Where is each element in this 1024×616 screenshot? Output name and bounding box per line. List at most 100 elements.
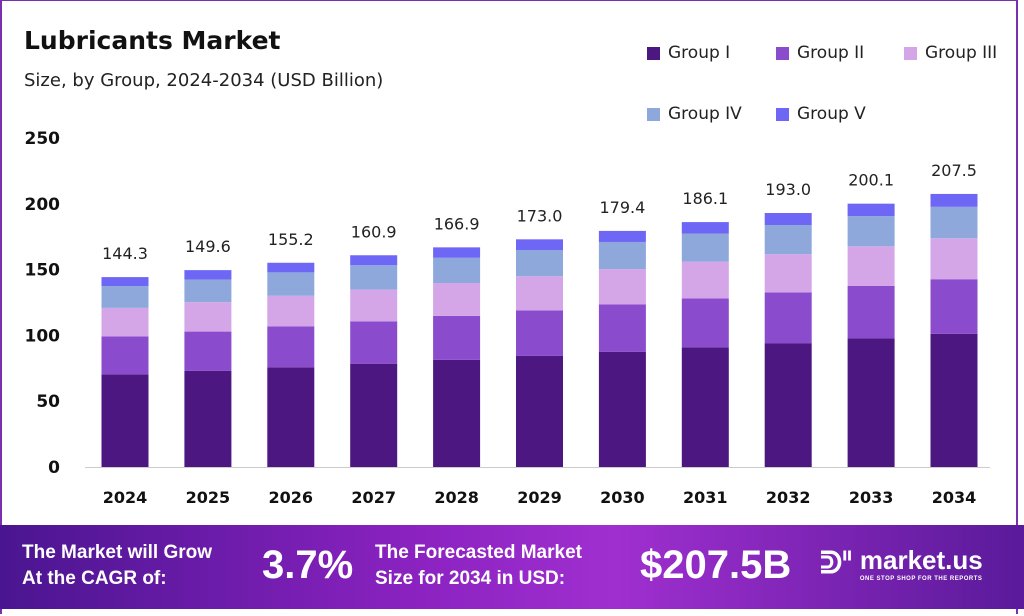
bar-segment-group-iv-2034 xyxy=(930,206,978,239)
legend-label: Group IV xyxy=(668,104,742,124)
bar-segment-group-iii-2034 xyxy=(930,238,978,280)
bar-segment-group-ii-2028 xyxy=(433,315,481,360)
bar-segment-group-i-2025 xyxy=(184,370,232,467)
cagr-value: 3.7% xyxy=(262,543,354,587)
bar-segment-group-iv-2025 xyxy=(184,279,232,303)
legend-swatch xyxy=(647,107,660,121)
bar-segment-group-iv-2033 xyxy=(847,216,895,247)
x-tick-label: 2024 xyxy=(103,488,148,507)
bar-segment-group-v-2034 xyxy=(930,193,978,207)
bar-segment-group-ii-2033 xyxy=(847,285,895,339)
legend-item-group-3: Group III xyxy=(904,43,997,63)
total-label-2031: 186.1 xyxy=(682,189,728,208)
legend-item-group-5: Group V xyxy=(776,104,866,124)
bar-segment-group-v-2028 xyxy=(433,247,481,258)
bar-segment-group-v-2031 xyxy=(681,222,729,234)
brand-name: market.us xyxy=(859,545,983,575)
forecast-label-line2: Size for 2034 in USD: xyxy=(375,568,566,589)
forecast-label: The Forecasted Market Size for 2034 in U… xyxy=(375,540,582,592)
cagr-label-line2: At the CAGR of: xyxy=(22,568,167,589)
bar-segment-group-iv-2026 xyxy=(267,272,315,296)
bar-segment-group-iv-2032 xyxy=(764,224,812,255)
forecast-label-line1: The Forecasted Market xyxy=(375,542,582,563)
bar-segment-group-i-2029 xyxy=(516,355,563,467)
bar-segment-group-i-2028 xyxy=(433,359,481,467)
bar-segment-group-ii-2024 xyxy=(101,336,149,375)
bar-segment-group-v-2032 xyxy=(764,213,812,225)
brand-mark-icon: ᕲᑊᑊ xyxy=(820,546,852,580)
legend-item-group-2: Group II xyxy=(776,43,864,63)
bar-segment-group-iii-2024 xyxy=(101,307,149,337)
legend-label: Group V xyxy=(797,104,866,124)
x-tick-label: 2028 xyxy=(434,488,479,507)
bar-segment-group-iii-2030 xyxy=(598,269,646,305)
total-label-2024: 144.3 xyxy=(102,244,148,263)
x-tick-label: 2025 xyxy=(186,488,231,507)
total-label-2030: 179.4 xyxy=(599,198,645,217)
total-label-2034: 207.5 xyxy=(931,161,977,180)
legend-swatch xyxy=(776,46,789,60)
x-tick-label: 2026 xyxy=(269,488,314,507)
bar-segment-group-iii-2027 xyxy=(350,289,398,322)
bar-segment-group-i-2031 xyxy=(681,347,729,467)
bar-segment-group-i-2032 xyxy=(764,343,812,467)
bar-segment-group-v-2030 xyxy=(598,230,646,242)
bar-segment-group-i-2024 xyxy=(101,374,149,467)
bar-segment-group-v-2025 xyxy=(184,270,232,280)
bar-segment-group-ii-2031 xyxy=(681,298,729,348)
legend-label: Group I xyxy=(668,43,731,63)
total-label-2025: 149.6 xyxy=(185,237,231,256)
y-tick-label: 0 xyxy=(48,458,60,478)
y-tick-label: 100 xyxy=(25,326,61,346)
chart-subtitle: Size, by Group, 2024-2034 (USD Billion) xyxy=(24,70,384,91)
bar-segment-group-iii-2032 xyxy=(764,254,812,293)
x-tick-label: 2032 xyxy=(766,488,811,507)
bar-segment-group-ii-2027 xyxy=(350,321,398,364)
x-tick-label: 2034 xyxy=(932,488,977,507)
bar-segment-group-i-2027 xyxy=(350,363,398,467)
bar-segment-group-iii-2029 xyxy=(516,276,563,311)
bar-segment-group-i-2034 xyxy=(930,333,978,467)
legend-swatch xyxy=(904,46,917,60)
x-tick-label: 2033 xyxy=(849,488,894,507)
legend-swatch xyxy=(776,107,789,121)
y-tick-label: 200 xyxy=(25,195,61,215)
bar-segment-group-ii-2026 xyxy=(267,326,315,368)
bar-segment-group-v-2027 xyxy=(350,255,398,266)
forecast-value: $207.5B xyxy=(640,543,792,587)
x-tick-label: 2031 xyxy=(683,488,728,507)
legend-item-group-1: Group I xyxy=(647,43,730,63)
chart-title: Lubricants Market xyxy=(24,26,281,55)
total-label-2026: 155.2 xyxy=(268,230,314,249)
bar-segment-group-iii-2028 xyxy=(433,283,481,316)
stacked-bar-chart: 0 50 100 150 200 250 144.3 2024 149.6 2025 155.2 20… xyxy=(25,129,990,507)
bar-segment-group-iv-2028 xyxy=(433,257,481,284)
bar-segment-group-v-2024 xyxy=(101,277,149,287)
bar-segment-group-iv-2029 xyxy=(516,249,563,277)
bar-segment-group-i-2026 xyxy=(267,367,315,467)
brand-logo: ᕲᑊᑊ market.us ONE STOP SHOP FOR THE REPO… xyxy=(820,545,983,582)
brand-tagline: ONE STOP SHOP FOR THE REPORTS xyxy=(859,576,983,582)
bar-segment-group-ii-2029 xyxy=(516,310,563,356)
total-label-2033: 200.1 xyxy=(848,171,894,190)
cagr-label-line1: The Market will Grow xyxy=(22,542,213,563)
bar-segment-group-ii-2032 xyxy=(764,292,812,344)
x-tick-label: 2030 xyxy=(600,488,645,507)
footer-banner: The Market will Grow At the CAGR of: 3.7… xyxy=(0,525,1024,609)
bar-segment-group-iii-2025 xyxy=(184,302,232,332)
y-tick-label: 150 xyxy=(25,261,61,281)
bar-segment-group-ii-2030 xyxy=(598,304,646,352)
bar-segment-group-ii-2025 xyxy=(184,331,232,371)
legend-swatch xyxy=(647,46,660,60)
x-tick-label: 2027 xyxy=(351,488,396,507)
legend-label: Group II xyxy=(797,43,865,63)
total-label-2032: 193.0 xyxy=(765,180,811,199)
bar-segment-group-iv-2031 xyxy=(681,233,729,262)
bar-segment-group-iii-2033 xyxy=(847,246,895,286)
bar-segment-group-iii-2026 xyxy=(267,295,315,327)
legend-label: Group III xyxy=(925,43,998,63)
bar-segment-group-iv-2024 xyxy=(101,286,149,308)
bar-segment-group-iv-2027 xyxy=(350,265,398,290)
bar-segment-group-ii-2034 xyxy=(930,279,978,334)
